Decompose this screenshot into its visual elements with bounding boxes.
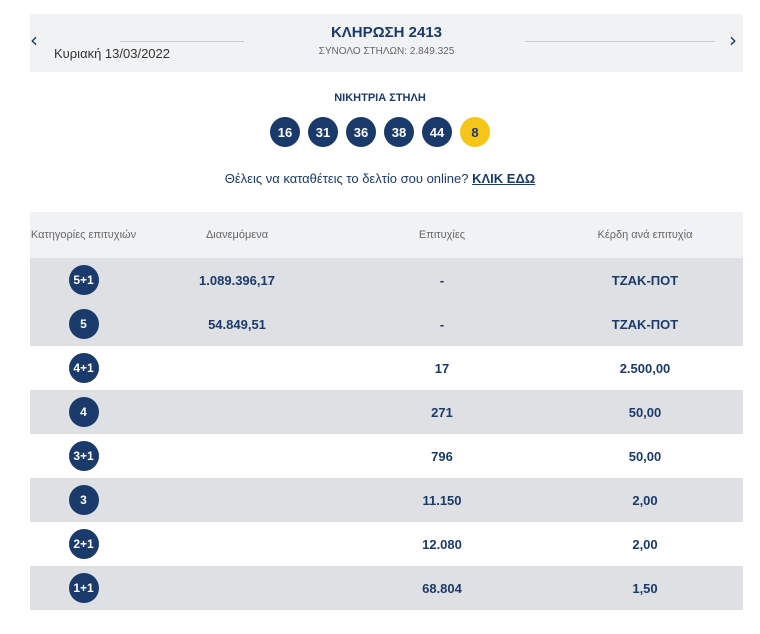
distributed-cell: 1.089.396,17 bbox=[199, 272, 275, 288]
prize-cell: 1,50 bbox=[632, 580, 658, 596]
winners-cell: 12.080 bbox=[422, 536, 462, 552]
draw-title: ΚΛΗΡΩΣΗ 2413 bbox=[330, 24, 443, 41]
divider bbox=[120, 41, 244, 42]
category-badge: 4 bbox=[68, 397, 99, 427]
winners-cell: 796 bbox=[431, 448, 453, 464]
winners-cell: - bbox=[439, 272, 445, 288]
table-row: 3+1 796 50,00 bbox=[30, 434, 743, 478]
category-badge: 2+1 bbox=[68, 529, 99, 559]
prize-cell: 50,00 bbox=[628, 448, 662, 464]
prize-cell: 50,00 bbox=[628, 404, 662, 420]
winners-cell: 11.150 bbox=[422, 492, 462, 508]
winners-cell: - bbox=[439, 316, 445, 332]
category-badge: 3+1 bbox=[68, 441, 99, 471]
draw-date: Κυριακή 13/03/2022 bbox=[54, 46, 170, 61]
joker-ball: 8 bbox=[460, 117, 490, 147]
prize-cell: 2,00 bbox=[632, 492, 658, 508]
winners-cell: 68.804 bbox=[422, 580, 462, 596]
prize-cell: 2.500,00 bbox=[619, 360, 671, 376]
category-badge: 4+1 bbox=[68, 353, 99, 383]
number-ball: 31 bbox=[308, 117, 338, 147]
winners-cell: 271 bbox=[431, 404, 453, 420]
winning-label: ΝΙΚΗΤΡΙΑ ΣΤΗΛΗ bbox=[334, 92, 426, 104]
draw-header: ‹ Κυριακή 13/03/2022 ΚΛΗΡΩΣΗ 2413 ΣΥΝΟΛΟ… bbox=[30, 14, 743, 72]
click-here-link[interactable]: ΚΛΙΚ ΕΔΩ bbox=[472, 171, 536, 186]
promo-line: Θέλεις να καταθέτεις το δελτίο σου onlin… bbox=[0, 171, 760, 186]
chevron-right-icon[interactable]: › bbox=[729, 28, 737, 52]
header-prize: Κέρδη ανά επιτυχία bbox=[597, 229, 693, 241]
prize-cell: 2,00 bbox=[632, 536, 658, 552]
header-winners: Επιτυχίες bbox=[418, 229, 466, 241]
category-badge: 5+1 bbox=[68, 265, 99, 295]
category-badge: 3 bbox=[68, 485, 99, 515]
header-categories: Κατηγορίες επιτυχιών bbox=[30, 229, 137, 241]
number-ball: 44 bbox=[422, 117, 452, 147]
winners-cell: 17 bbox=[434, 360, 450, 376]
results-table: Κατηγορίες επιτυχιών Διανεμόμενα Επιτυχί… bbox=[30, 212, 743, 610]
table-row: 4 271 50,00 bbox=[30, 390, 743, 434]
category-badge: 5 bbox=[68, 309, 99, 339]
table-row: 2+1 12.080 2,00 bbox=[30, 522, 743, 566]
number-ball: 16 bbox=[270, 117, 300, 147]
chevron-left-icon[interactable]: ‹ bbox=[30, 28, 38, 52]
category-badge: 1+1 bbox=[68, 573, 99, 603]
total-columns: ΣΥΝΟΛΟ ΣΤΗΛΩΝ: 2.849.325 bbox=[318, 46, 455, 57]
prize-cell: ΤΖΑΚ-ΠΟΤ bbox=[611, 272, 679, 288]
number-ball: 36 bbox=[346, 117, 376, 147]
table-header: Κατηγορίες επιτυχιών Διανεμόμενα Επιτυχί… bbox=[30, 212, 743, 258]
table-row: 3 11.150 2,00 bbox=[30, 478, 743, 522]
number-ball: 38 bbox=[384, 117, 414, 147]
winning-numbers: 16 31 36 38 44 8 bbox=[0, 117, 760, 147]
promo-text: Θέλεις να καταθέτεις το δελτίο σου onlin… bbox=[224, 171, 469, 186]
table-row: 4+1 17 2.500,00 bbox=[30, 346, 743, 390]
table-row: 1+1 68.804 1,50 bbox=[30, 566, 743, 610]
table-row: 5+1 1.089.396,17 - ΤΖΑΚ-ΠΟΤ bbox=[30, 258, 743, 302]
divider bbox=[525, 41, 715, 42]
header-distributed: Διανεμόμενα bbox=[205, 229, 269, 241]
distributed-cell: 54.849,51 bbox=[208, 316, 266, 332]
prize-cell: ΤΖΑΚ-ΠΟΤ bbox=[611, 316, 679, 332]
table-row: 5 54.849,51 - ΤΖΑΚ-ΠΟΤ bbox=[30, 302, 743, 346]
